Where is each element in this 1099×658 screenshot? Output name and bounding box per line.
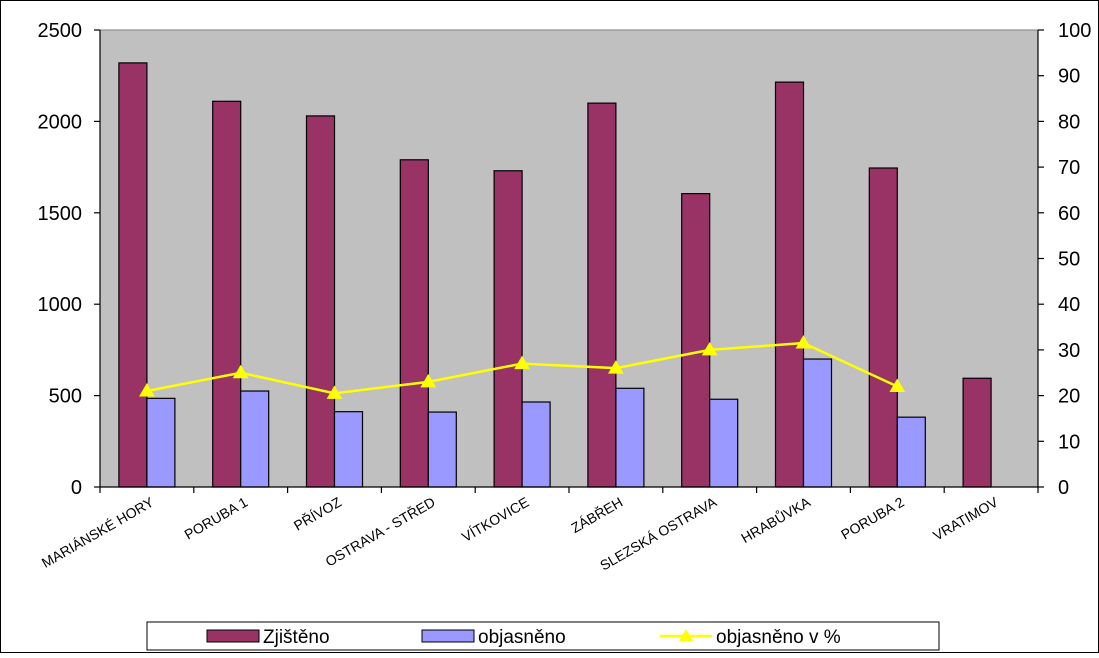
line-point-marker	[795, 335, 812, 349]
y-left-tick-label: 2000	[38, 111, 83, 133]
bar-zjištěno	[399, 159, 429, 488]
bar-objasněno	[333, 411, 364, 488]
bar-zjištěno	[493, 170, 523, 488]
y-left-tick-label: 1000	[38, 294, 83, 316]
line-point-marker	[608, 360, 624, 374]
bar-zjištěno	[305, 115, 336, 488]
line-point-marker	[420, 373, 437, 388]
line-point-marker	[139, 383, 155, 397]
bar-objasněno	[427, 411, 457, 488]
legend-swatch	[421, 629, 475, 643]
y-right-tick-label: 60	[1058, 203, 1080, 225]
bar-objasněno	[709, 398, 739, 488]
legend: Zjištěno objasněno objasněno v %	[146, 621, 940, 651]
line-point-marker	[701, 341, 718, 356]
y-right-tick-label: 30	[1058, 340, 1080, 362]
bar-zjištěno	[868, 167, 898, 488]
line-point-marker	[514, 355, 530, 370]
y-right-tick-label: 0	[1058, 477, 1069, 499]
bar-zjištěno	[774, 81, 805, 488]
bar-objasněno	[146, 397, 176, 488]
y-right-tick-label: 10	[1058, 431, 1080, 453]
bar-zjištěno	[212, 100, 242, 488]
bar-objasněno	[521, 401, 551, 488]
legend-marker	[679, 629, 693, 641]
y-left-tick-label: 0	[71, 477, 82, 499]
bar-zjištěno	[962, 377, 992, 488]
y-right-tick-label: 50	[1058, 249, 1080, 271]
y-left-tick-label: 1500	[38, 203, 83, 225]
line-point-marker	[326, 385, 343, 399]
y-right-tick-label: 40	[1058, 294, 1080, 316]
legend-label: objasněno	[478, 627, 566, 648]
bar-objasněno	[615, 387, 645, 488]
bar-zjištěno	[587, 102, 617, 488]
y-left-tick-label: 500	[49, 386, 82, 408]
bar-zjištěno	[118, 62, 148, 488]
bar-objasněno	[802, 358, 833, 488]
legend-label: objasněno v %	[716, 627, 841, 648]
line-point-marker	[232, 364, 249, 379]
legend-swatch	[206, 629, 260, 643]
bar-zjištěno	[681, 193, 711, 488]
y-right-tick-label: 20	[1058, 386, 1080, 408]
y-right-tick-label: 100	[1058, 20, 1091, 42]
y-left-tick-label: 2500	[38, 20, 83, 42]
line-point-marker	[889, 378, 906, 392]
y-right-tick-label: 80	[1058, 111, 1080, 133]
bar-objasněno	[896, 416, 926, 488]
bar-objasněno	[240, 390, 270, 488]
y-right-tick-label: 70	[1058, 157, 1080, 179]
y-right-tick-label: 90	[1058, 66, 1080, 88]
legend-box	[146, 621, 940, 651]
legend-label: Zjištěno	[263, 627, 330, 648]
